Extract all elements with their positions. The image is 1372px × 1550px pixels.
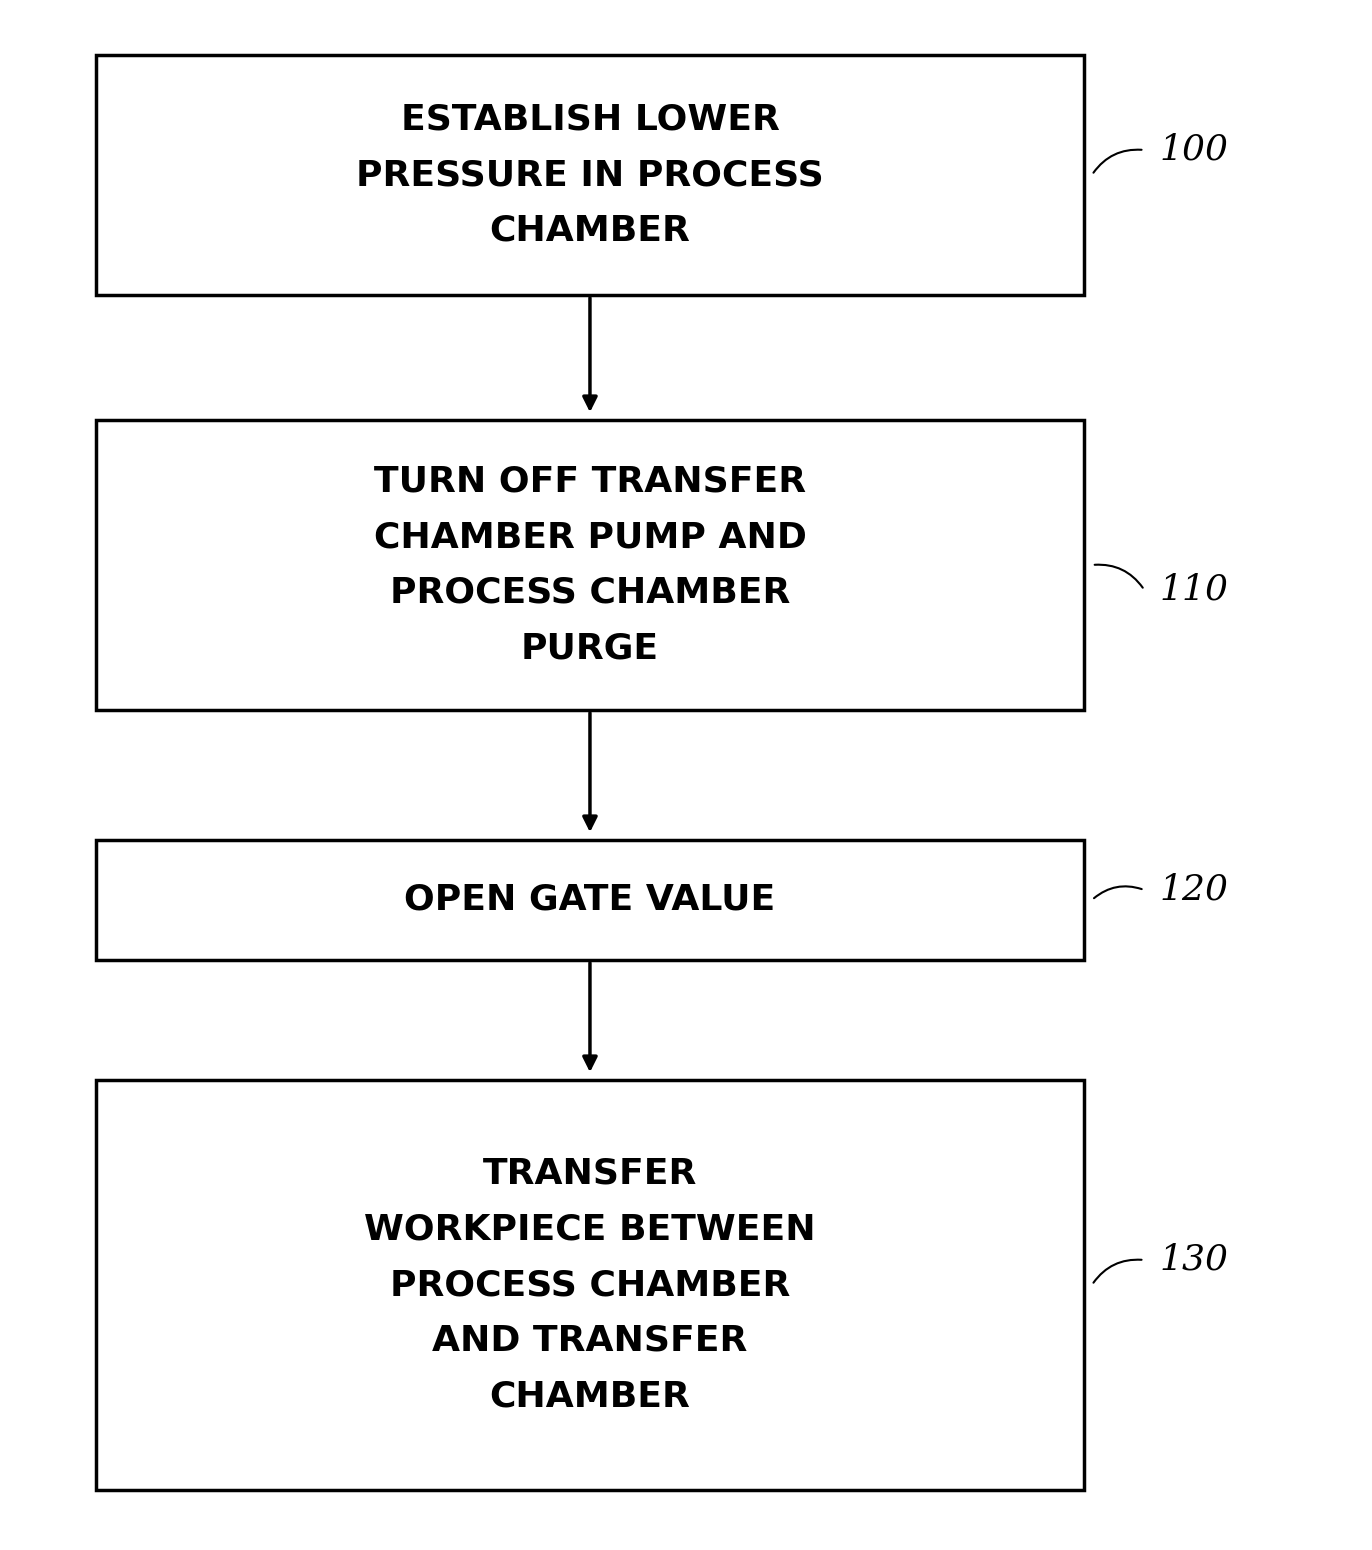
Text: 130: 130: [1159, 1243, 1228, 1277]
Bar: [96, 840, 1084, 959]
Text: 110: 110: [1159, 574, 1228, 608]
Bar: [96, 54, 1084, 294]
Text: 100: 100: [1159, 133, 1228, 167]
Text: TRANSFER
WORKPIECE BETWEEN
PROCESS CHAMBER
AND TRANSFER
CHAMBER: TRANSFER WORKPIECE BETWEEN PROCESS CHAMB…: [364, 1156, 816, 1414]
Bar: [96, 1080, 1084, 1490]
Bar: [96, 420, 1084, 710]
Text: OPEN GATE VALUE: OPEN GATE VALUE: [405, 883, 775, 918]
Text: 120: 120: [1159, 873, 1228, 907]
Text: ESTABLISH LOWER
PRESSURE IN PROCESS
CHAMBER: ESTABLISH LOWER PRESSURE IN PROCESS CHAM…: [357, 102, 823, 248]
Text: TURN OFF TRANSFER
CHAMBER PUMP AND
PROCESS CHAMBER
PURGE: TURN OFF TRANSFER CHAMBER PUMP AND PROCE…: [373, 465, 807, 665]
